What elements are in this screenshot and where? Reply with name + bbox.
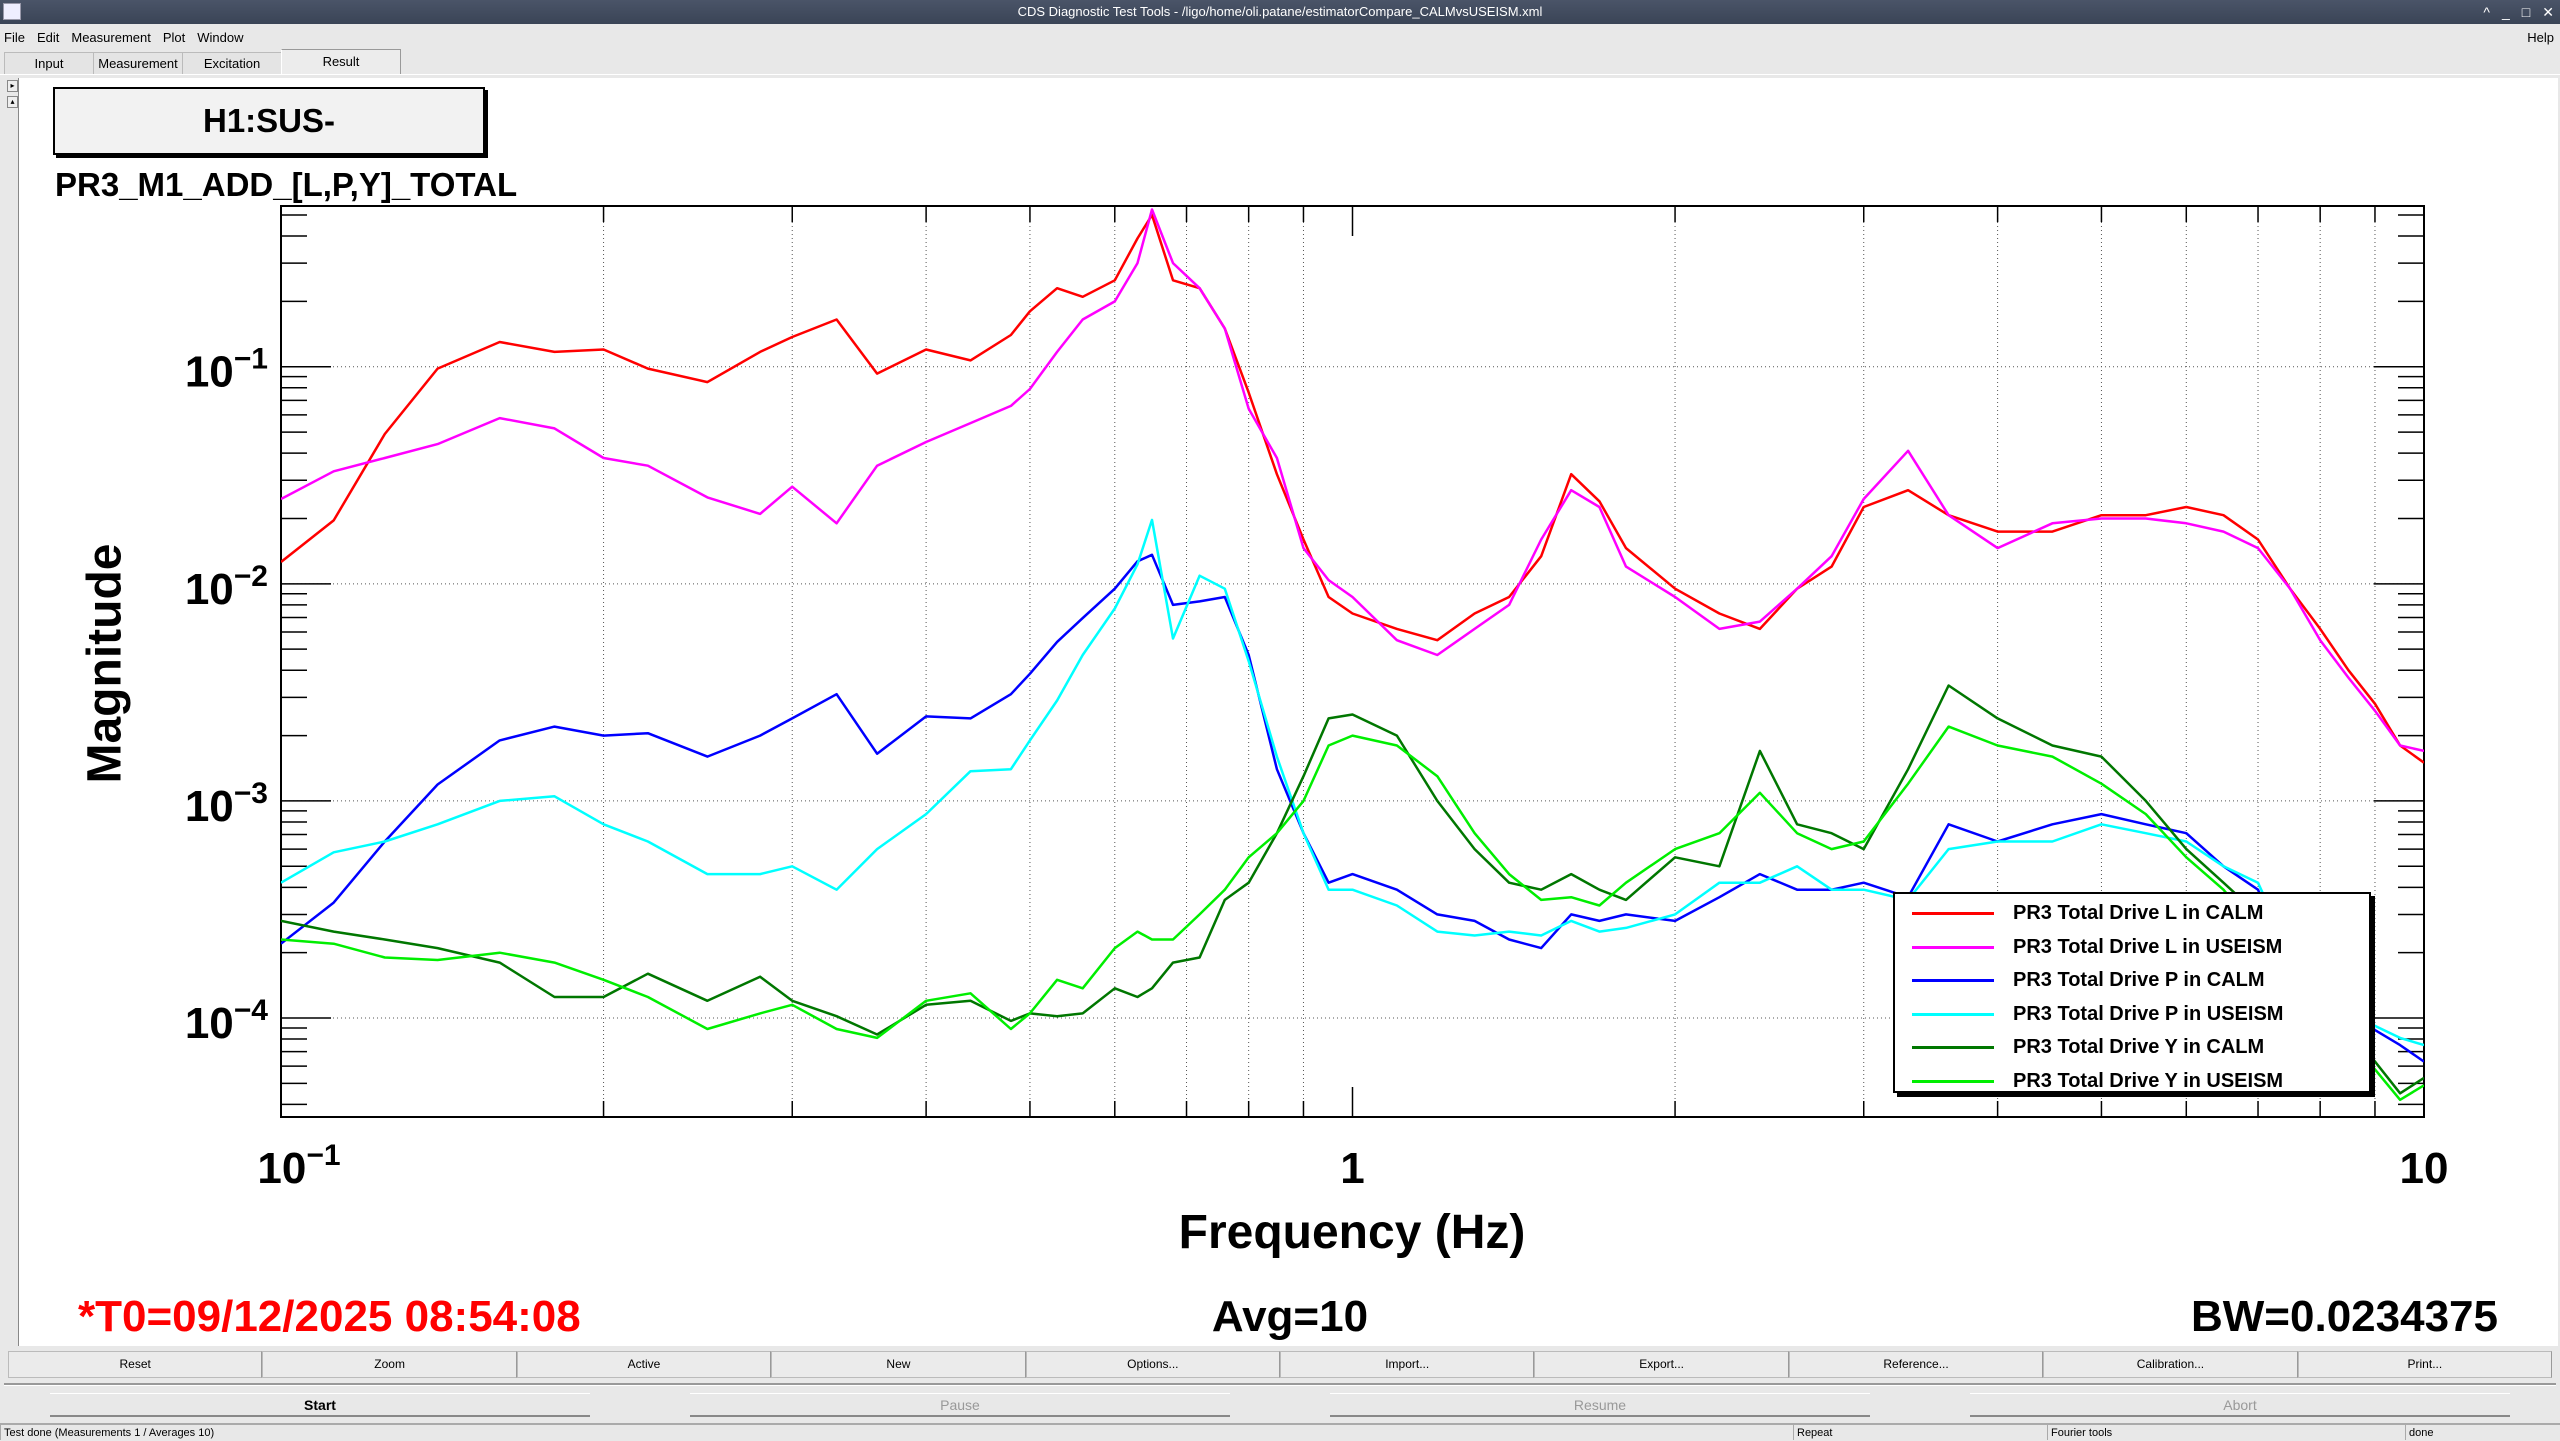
series-line-5 (281, 684, 2424, 1095)
menu-help[interactable]: Help (2527, 29, 2554, 45)
y-axis-label: Magnitude (78, 543, 132, 784)
legend-label: PR3 Total Drive P in USEISM (2013, 1002, 2284, 1025)
status-message: Test done (Measurements 1 / Averages 10) (0, 1423, 1793, 1440)
y-tick-label: 10−4 (185, 994, 268, 1048)
result-panel (0, 74, 2560, 1344)
series-line-3 (281, 553, 2424, 1063)
app-icon (3, 3, 21, 20)
bandwidth-label: BW=0.0234375 (2191, 1292, 2498, 1341)
menu-window[interactable]: Window (197, 29, 244, 45)
legend-item: PR3 Total Drive L in USEISM (1895, 932, 2369, 962)
series-line-4 (281, 518, 2424, 1047)
legend-swatch (1912, 912, 1994, 915)
tab-input[interactable]: Input (4, 52, 94, 74)
t0-timestamp: *T0=09/12/2025 08:54:08 (78, 1292, 581, 1341)
plot-canvas[interactable] (18, 78, 2558, 1346)
legend-swatch (1912, 1046, 1994, 1049)
reset-button[interactable]: Reset (8, 1351, 263, 1378)
menu-measurement[interactable]: Measurement (71, 29, 151, 45)
shade-window-button[interactable]: ^ (2483, 4, 2490, 20)
separator (4, 1383, 2556, 1386)
menu-file[interactable]: File (4, 29, 25, 45)
options-button[interactable]: Options... (1025, 1351, 1281, 1378)
status-repeat: Repeat (1793, 1423, 2047, 1440)
plot-button-row: Reset Zoom Active New Options... Import.… (8, 1351, 2553, 1378)
export-button[interactable]: Export... (1534, 1351, 1789, 1378)
legend-item: PR3 Total Drive P in CALM (1895, 965, 2369, 995)
tab-excitation[interactable]: Excitation (182, 52, 282, 74)
series-group (281, 208, 2424, 1102)
legend-label: PR3 Total Drive L in CALM (2013, 902, 2264, 924)
window-title: CDS Diagnostic Test Tools - /ligo/home/o… (1017, 4, 1543, 19)
series-line-1 (281, 213, 2424, 764)
window-titlebar: CDS Diagnostic Test Tools - /ligo/home/o… (0, 0, 2560, 24)
import-button[interactable]: Import... (1280, 1351, 1535, 1378)
legend-label: PR3 Total Drive P in CALM (2013, 969, 2265, 991)
close-button[interactable]: ✕ (2542, 4, 2554, 20)
minimize-button[interactable]: _ (2502, 4, 2510, 20)
resume-button[interactable]: Resume (1330, 1393, 1870, 1417)
legend-swatch (1912, 1012, 1994, 1016)
pause-button[interactable]: Pause (690, 1393, 1230, 1417)
legend-label: PR3 Total Drive Y in CALM (2013, 1036, 2265, 1058)
maximize-button[interactable]: □ (2521, 4, 2531, 20)
plot-frame (280, 205, 2425, 1118)
y-tick-label: 10−2 (185, 560, 268, 614)
status-state: done (2405, 1423, 2560, 1440)
series-line-2 (281, 208, 2424, 753)
averages-label: Avg=10 (1211, 1292, 1369, 1341)
print-button[interactable]: Print... (2297, 1351, 2553, 1378)
chart-legend: PR3 Total Drive L in CALM PR3 Total Drive… (1893, 892, 2371, 1093)
legend-item: PR3 Total Drive P in USEISM (1895, 999, 2369, 1029)
new-button[interactable]: New (771, 1351, 1026, 1378)
plot-title: H1:SUS-PR3_M1_ADD_[L,P,Y]_TOTAL (53, 87, 517, 203)
y-tick-label: 10−3 (185, 777, 268, 831)
reference-button[interactable]: Reference... (1788, 1351, 2044, 1378)
calibration-button[interactable]: Calibration... (2043, 1351, 2298, 1378)
menu-edit[interactable]: Edit (36, 29, 60, 45)
x-tick-label: 1 (1340, 1144, 1364, 1193)
x-axis-label: Frequency (Hz) (1178, 1206, 1526, 1259)
start-button[interactable]: Start (50, 1393, 590, 1417)
legend-swatch (1912, 1079, 1994, 1083)
legend-swatch (1912, 979, 1994, 982)
tab-bar: Input Measurement Excitation Result (4, 49, 401, 74)
legend-swatch (1912, 945, 1994, 949)
legend-item: PR3 Total Drive Y in CALM (1895, 1032, 2369, 1062)
legend-label: PR3 Total Drive L in USEISM (2013, 935, 2283, 958)
menu-plot[interactable]: Plot (162, 29, 186, 45)
legend-item: PR3 Total Drive Y in USEISM (1895, 1066, 2369, 1096)
tab-measurement[interactable]: Measurement (93, 52, 183, 74)
zoom-button[interactable]: Zoom (262, 1351, 517, 1378)
expand-right-arrow-icon[interactable]: ▸ (7, 80, 18, 92)
legend-label: PR3 Total Drive Y in USEISM (2013, 1069, 2284, 1092)
y-tick-label: 10−1 (185, 343, 268, 397)
x-tick-label: 10−1 (257, 1139, 340, 1193)
tab-result[interactable]: Result (281, 49, 401, 74)
x-tick-label: 10 (2400, 1144, 2449, 1193)
status-tool: Fourier tools (2047, 1423, 2405, 1440)
abort-button[interactable]: Abort (1970, 1393, 2510, 1417)
collapse-up-arrow-icon[interactable]: ▴ (7, 96, 18, 108)
menu-bar: File Edit Measurement Plot Window Help (0, 24, 2560, 50)
series-line-6 (281, 725, 2424, 1102)
active-button[interactable]: Active (516, 1351, 772, 1378)
legend-item: PR3 Total Drive L in CALM (1895, 898, 2369, 928)
